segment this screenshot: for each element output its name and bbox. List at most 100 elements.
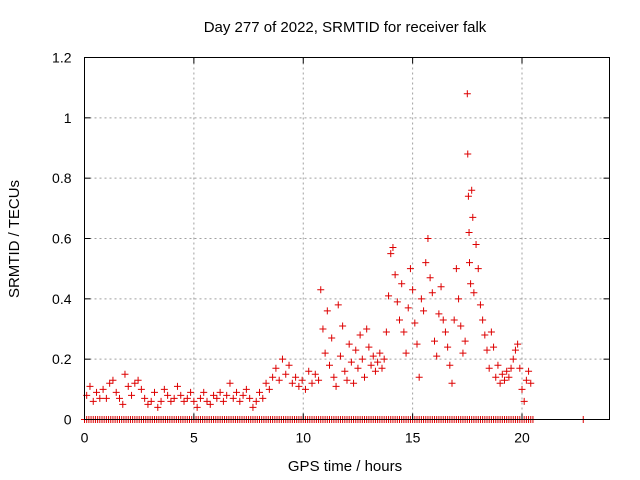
data-point bbox=[365, 343, 373, 351]
data-point bbox=[439, 316, 447, 324]
data-point bbox=[239, 391, 247, 399]
data-point bbox=[328, 334, 336, 342]
data-point bbox=[490, 343, 498, 351]
data-point bbox=[406, 265, 414, 273]
data-point bbox=[134, 376, 142, 384]
data-point bbox=[124, 382, 132, 390]
data-point bbox=[400, 328, 408, 336]
data-point bbox=[367, 361, 375, 369]
data-point bbox=[164, 391, 172, 399]
data-point bbox=[415, 373, 423, 381]
data-point bbox=[321, 349, 329, 357]
data-point bbox=[446, 361, 454, 369]
data-point bbox=[474, 265, 482, 273]
data-point bbox=[498, 370, 506, 378]
data-point bbox=[470, 289, 478, 297]
data-point bbox=[461, 337, 469, 345]
data-point bbox=[501, 376, 508, 384]
y-tick-label: 1.2 bbox=[52, 50, 72, 66]
x-tick-label: 5 bbox=[190, 430, 198, 446]
data-point bbox=[206, 400, 214, 408]
data-point bbox=[116, 394, 123, 402]
data-point bbox=[507, 364, 515, 372]
data-point bbox=[99, 385, 107, 393]
data-point bbox=[485, 364, 493, 372]
data-point bbox=[187, 388, 195, 396]
data-point bbox=[483, 346, 491, 354]
data-point bbox=[183, 394, 191, 402]
grid-lines bbox=[84, 57, 610, 420]
data-point bbox=[361, 373, 368, 381]
x-tick-label: 10 bbox=[295, 430, 311, 446]
data-point bbox=[326, 361, 333, 369]
data-point bbox=[435, 310, 443, 318]
data-point bbox=[494, 361, 502, 369]
data-point bbox=[160, 385, 168, 393]
data-point bbox=[496, 379, 504, 387]
data-point bbox=[522, 376, 530, 384]
data-point bbox=[269, 373, 277, 381]
data-point bbox=[242, 385, 250, 393]
data-point bbox=[516, 364, 524, 372]
data-point bbox=[514, 340, 522, 348]
data-point bbox=[332, 382, 340, 390]
data-point bbox=[428, 289, 436, 297]
data-point bbox=[398, 280, 406, 288]
data-point bbox=[387, 250, 395, 258]
x-axis-label: GPS time / hours bbox=[288, 458, 402, 475]
data-point bbox=[305, 367, 313, 375]
data-point bbox=[190, 397, 198, 405]
data-point bbox=[433, 352, 441, 360]
data-point bbox=[121, 370, 129, 378]
data-point bbox=[347, 358, 355, 366]
data-point bbox=[262, 379, 270, 387]
data-point bbox=[236, 397, 244, 405]
data-point bbox=[469, 213, 477, 221]
data-point bbox=[463, 90, 471, 98]
data-point bbox=[336, 352, 344, 360]
data-point bbox=[128, 391, 136, 399]
data-point bbox=[459, 349, 467, 357]
data-point bbox=[363, 325, 371, 333]
data-point bbox=[96, 394, 104, 402]
data-point bbox=[358, 355, 366, 363]
data-point bbox=[487, 328, 495, 336]
data-point bbox=[317, 286, 325, 294]
data-point bbox=[89, 397, 97, 405]
data-point bbox=[464, 192, 472, 200]
data-point bbox=[272, 364, 280, 372]
data-point bbox=[404, 304, 412, 312]
data-point bbox=[229, 394, 237, 402]
data-point bbox=[246, 394, 254, 402]
data-point bbox=[249, 403, 257, 411]
data-point bbox=[402, 349, 410, 357]
data-point bbox=[492, 373, 500, 381]
data-point bbox=[319, 325, 327, 333]
data-point bbox=[330, 373, 338, 381]
data-point bbox=[481, 331, 489, 339]
data-point bbox=[396, 316, 403, 324]
data-point bbox=[144, 400, 152, 408]
x-tick-label: 0 bbox=[81, 430, 89, 446]
data-point bbox=[417, 295, 425, 303]
y-tick-label: 0.8 bbox=[52, 170, 72, 186]
data-point bbox=[131, 379, 139, 387]
data-point bbox=[411, 319, 419, 327]
data-point bbox=[173, 382, 181, 390]
data-point bbox=[374, 358, 382, 366]
y-axis-label: SRMTID / TECUs bbox=[6, 180, 23, 298]
data-point bbox=[452, 265, 460, 273]
data-point bbox=[180, 397, 188, 405]
data-point bbox=[341, 367, 349, 375]
y-tick-label: 0.4 bbox=[52, 291, 72, 307]
data-point bbox=[154, 403, 162, 411]
data-point bbox=[141, 394, 149, 402]
axis-tick-labels: 0 0.2 0.4 0.6 0.8 1 1.2 0 5 10 15 20 bbox=[52, 50, 530, 446]
data-point bbox=[420, 307, 428, 315]
data-point bbox=[278, 355, 286, 363]
data-point bbox=[382, 328, 390, 336]
data-point bbox=[226, 379, 234, 387]
data-point bbox=[444, 343, 452, 351]
